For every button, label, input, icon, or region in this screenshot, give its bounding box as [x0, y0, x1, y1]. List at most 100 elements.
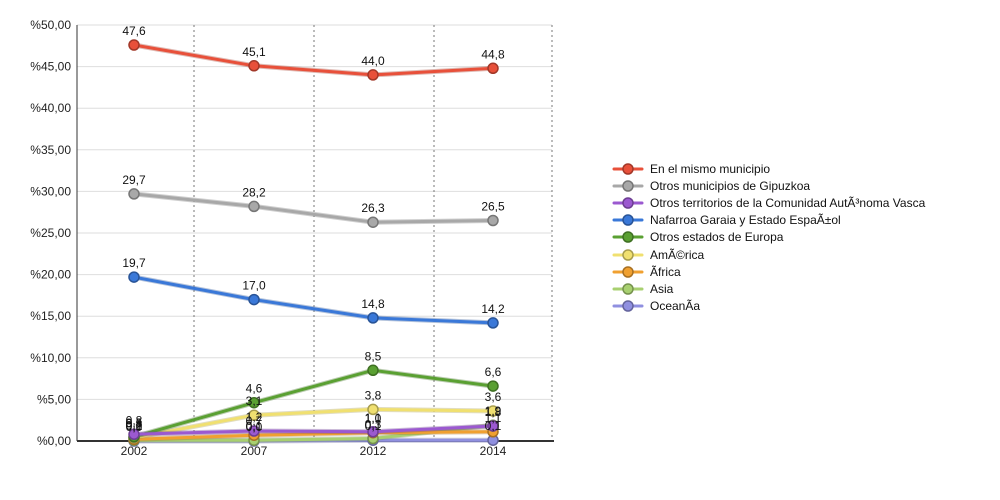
data-label: 0,5 [126, 416, 143, 430]
data-label: 1,0 [365, 412, 382, 426]
y-tick-label: %25,00 [30, 226, 71, 240]
series-line [132, 424, 495, 436]
data-point [487, 420, 499, 432]
x-tick-label: 2012 [360, 444, 387, 458]
data-point [128, 188, 140, 200]
x-tick-label: 2007 [241, 444, 268, 458]
legend-item: Otros territorios de la Comunidad AutÃ³n… [612, 194, 925, 211]
data-label: 28,2 [242, 185, 266, 199]
data-label: 0,1 [365, 419, 382, 433]
data-label: 45,1 [242, 45, 266, 59]
legend-item: Otros municipios de Gipuzkoa [612, 177, 925, 194]
data-point [367, 403, 379, 416]
legend-item: AmÃ©rica [612, 246, 925, 263]
data-point [367, 69, 379, 81]
data-label: 1,9 [485, 404, 502, 418]
data-label: 3,6 [485, 390, 502, 404]
y-tick-label: %20,00 [30, 268, 71, 282]
data-point [487, 405, 499, 417]
legend-swatch [612, 248, 644, 261]
data-label: 4,6 [246, 382, 263, 396]
data-point [367, 216, 379, 228]
data-point [248, 409, 260, 421]
series-line [132, 430, 495, 441]
data-label: 1,8 [485, 405, 502, 419]
data-point [128, 428, 140, 441]
data-label: 44,8 [481, 47, 505, 61]
series-line [132, 407, 495, 440]
legend-label: Otros territorios de la Comunidad AutÃ³n… [650, 195, 926, 210]
data-point [128, 271, 140, 283]
data-label: 26,3 [361, 201, 385, 215]
y-tick-label: %50,00 [30, 18, 71, 32]
y-tick-label: %45,00 [30, 60, 71, 74]
data-label: 26,5 [481, 200, 505, 214]
data-label: 0,1 [126, 419, 143, 433]
legend-swatch [612, 283, 644, 295]
data-point [367, 364, 379, 377]
y-tick-label: %30,00 [30, 184, 71, 198]
legend-label: Nafarroa Garaia y Estado EspaÃ±ol [650, 213, 841, 228]
legend-label: Asia [650, 281, 674, 296]
data-label: 0,2 [126, 418, 143, 432]
data-label: 0,0 [246, 420, 263, 434]
legend-item: En el mismo municipio [612, 160, 925, 177]
legend-label: En el mismo municipio [650, 161, 771, 176]
series-line [132, 192, 495, 224]
legend-item: Nafarroa Garaia y Estado EspaÃ±ol [612, 212, 925, 229]
y-tick-label: %10,00 [30, 351, 71, 365]
data-point [248, 396, 260, 409]
data-label: 6,6 [485, 365, 502, 379]
data-point [367, 426, 379, 438]
data-point [248, 425, 260, 437]
series-line [132, 368, 495, 439]
legend-item: Asia [612, 280, 925, 297]
x-tick-label: 2002 [121, 444, 148, 458]
data-label: 14,8 [361, 297, 385, 311]
data-label: 0,0 [126, 420, 143, 434]
y-tick-label: %35,00 [30, 143, 71, 157]
legend-swatch [612, 180, 644, 192]
data-label: 1,1 [365, 411, 382, 425]
data-label: 0,4 [126, 417, 143, 431]
data-point [487, 317, 499, 329]
x-tick-label: 2014 [480, 444, 507, 458]
legend-label: Otros estados de Europa [650, 230, 784, 245]
data-point [128, 39, 140, 51]
data-label: 14,2 [481, 302, 505, 316]
data-label: 17,0 [242, 279, 266, 293]
data-point [248, 60, 260, 72]
series-line [132, 43, 495, 77]
legend-item: OceanÃ­a [612, 298, 925, 315]
data-label: 29,7 [122, 173, 146, 187]
legend-label: OceanÃ­a [650, 299, 701, 314]
legend-label: Otros municipios de Gipuzkoa [650, 178, 811, 193]
data-label: 0,3 [365, 418, 382, 432]
y-tick-label: %15,00 [30, 309, 71, 323]
data-label: 0,7 [246, 414, 263, 428]
data-label: 1,1 [485, 411, 502, 425]
legend-item: Ãfrica [612, 263, 925, 280]
data-point [367, 312, 379, 324]
series-line [132, 275, 495, 325]
data-point [487, 214, 499, 227]
data-label: 3,1 [246, 394, 263, 408]
legend-label: Ãfrica [650, 264, 681, 279]
y-tick-label: %0,00 [37, 434, 71, 448]
legend-swatch [612, 162, 644, 175]
y-tick-label: %40,00 [30, 101, 71, 115]
legend-swatch [612, 300, 644, 312]
legend-swatch [612, 265, 644, 278]
data-label: 47,6 [122, 24, 146, 38]
data-label: 0,1 [246, 419, 263, 433]
data-label: 0,8 [126, 413, 143, 427]
data-point [487, 380, 499, 392]
data-label: 19,7 [122, 256, 146, 270]
data-point [248, 200, 260, 213]
y-tick-label: %5,00 [37, 392, 71, 406]
data-point [248, 293, 260, 306]
data-label: 1,2 [246, 410, 263, 424]
data-point [487, 62, 499, 75]
data-label: 44,0 [361, 54, 385, 68]
